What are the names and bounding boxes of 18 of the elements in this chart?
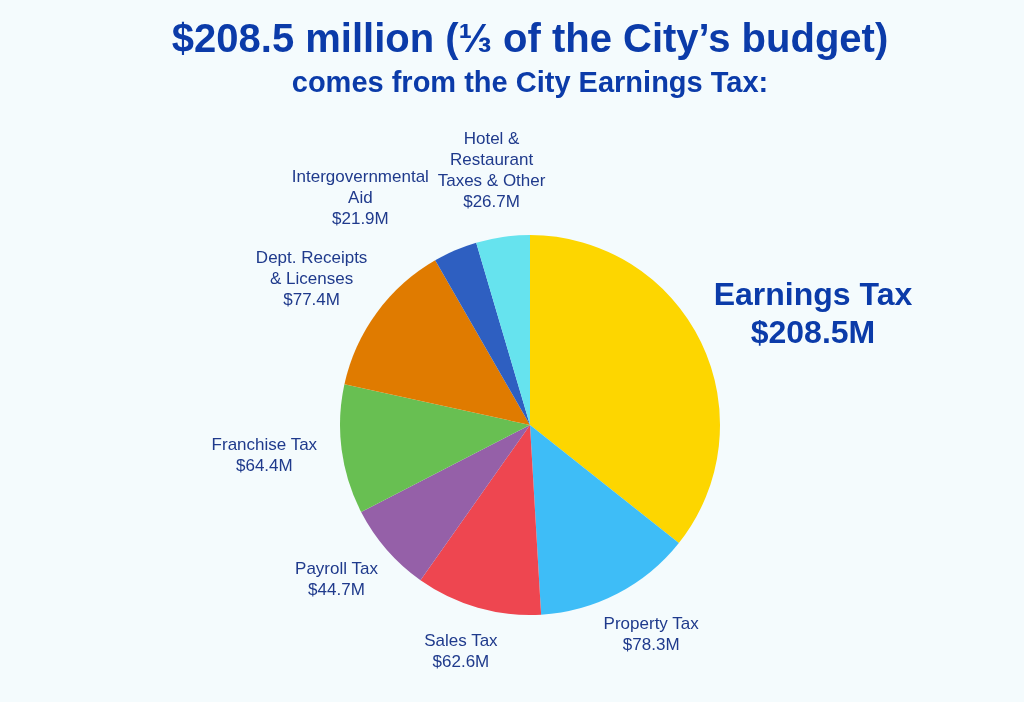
slice-label: Property Tax (603, 613, 700, 633)
data-label: $62.6M (432, 652, 490, 672)
slice-label: Earnings Tax (713, 275, 913, 312)
data-label: $78.3M (622, 634, 680, 654)
data-label: $26.7M (463, 191, 520, 211)
data-label: $21.9M (332, 209, 389, 229)
data-label: $208.5M (750, 313, 876, 350)
chart-subtitle: comes from the City Earnings Tax: (290, 65, 770, 100)
slice-label: Intergovernmental Aid (291, 167, 429, 208)
slice-label: Hotel & Restaurant Taxes & Other (437, 128, 546, 190)
slice-label: Payroll Tax (295, 559, 379, 579)
slice-label: Sales Tax (424, 631, 499, 651)
data-label: $77.4M (283, 290, 340, 309)
data-label: $44.7M (308, 580, 365, 600)
slice-label: Dept. Receipts & Licenses (255, 248, 368, 288)
slice-label: Franchise Tax (211, 434, 318, 454)
chart-title: $208.5 million (⅓ of the City’s budget) (170, 15, 890, 62)
data-label: $64.4M (235, 455, 293, 475)
